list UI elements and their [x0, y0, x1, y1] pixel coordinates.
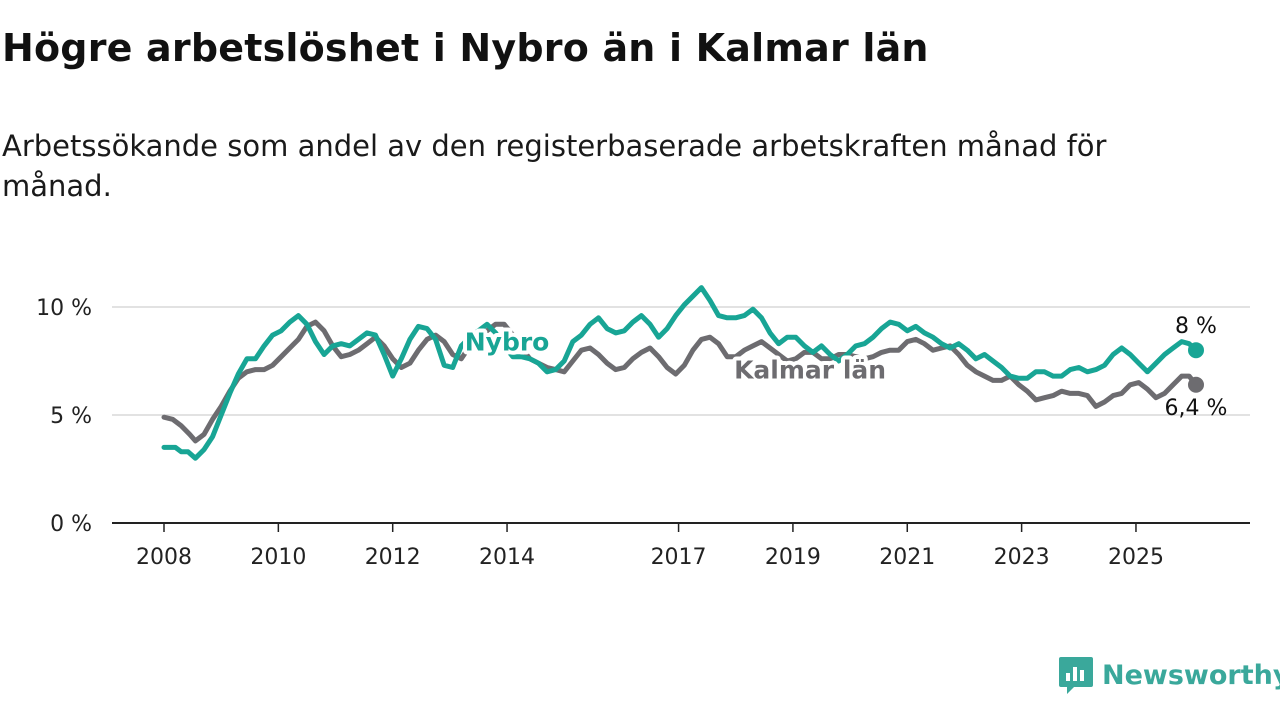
chart-subtitle: Arbetssökande som andel av den registerb… [2, 129, 1107, 203]
x-tick-label: 2010 [250, 545, 306, 570]
x-tick-label: 2014 [479, 545, 535, 570]
x-tick-label: 2025 [1108, 545, 1164, 570]
x-tick-label: 2023 [994, 545, 1050, 570]
newsworthy-logo-icon [1059, 657, 1093, 694]
annotation-label: 8 % [1175, 314, 1217, 339]
y-tick-label: 0 % [50, 512, 92, 537]
x-tick-label: 2019 [765, 545, 821, 570]
series-labels: Nybro Kalmar län 8 % 6,4 % [461, 314, 1228, 421]
grid-lines [112, 306, 1250, 416]
brand-name: Newsworthy [1102, 659, 1280, 691]
chart-title: Högre arbetslöshet i Nybro än i Kalmar l… [2, 26, 929, 70]
x-axis: 2008 2010 2012 2014 2017 2019 2021 2023 2025 [112, 522, 1250, 570]
series-line-kalmar-län [161, 319, 1199, 444]
x-tick-label: 2017 [651, 545, 707, 570]
annotation-label: Nybro [465, 328, 550, 357]
x-tick-label: 2012 [365, 545, 421, 570]
y-tick-label: 5 % [50, 404, 92, 429]
x-tick-label: 2008 [136, 545, 192, 570]
x-tick-label: 2021 [879, 545, 935, 570]
series-line-nybro [161, 285, 1199, 461]
series-endpoint [1188, 376, 1204, 393]
series-lines [161, 285, 1204, 461]
annotation-label: Kalmar län [734, 356, 886, 385]
newsworthy-brand: Newsworthy [1058, 654, 1280, 696]
y-axis: 0 % 5 % 10 % [36, 296, 92, 537]
annotation-label: 6,4 % [1165, 396, 1228, 421]
y-tick-label: 10 % [36, 296, 92, 321]
series-endpoint [1188, 342, 1204, 359]
